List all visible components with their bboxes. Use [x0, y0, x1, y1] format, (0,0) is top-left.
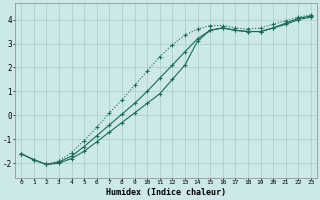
X-axis label: Humidex (Indice chaleur): Humidex (Indice chaleur) [106, 188, 226, 197]
